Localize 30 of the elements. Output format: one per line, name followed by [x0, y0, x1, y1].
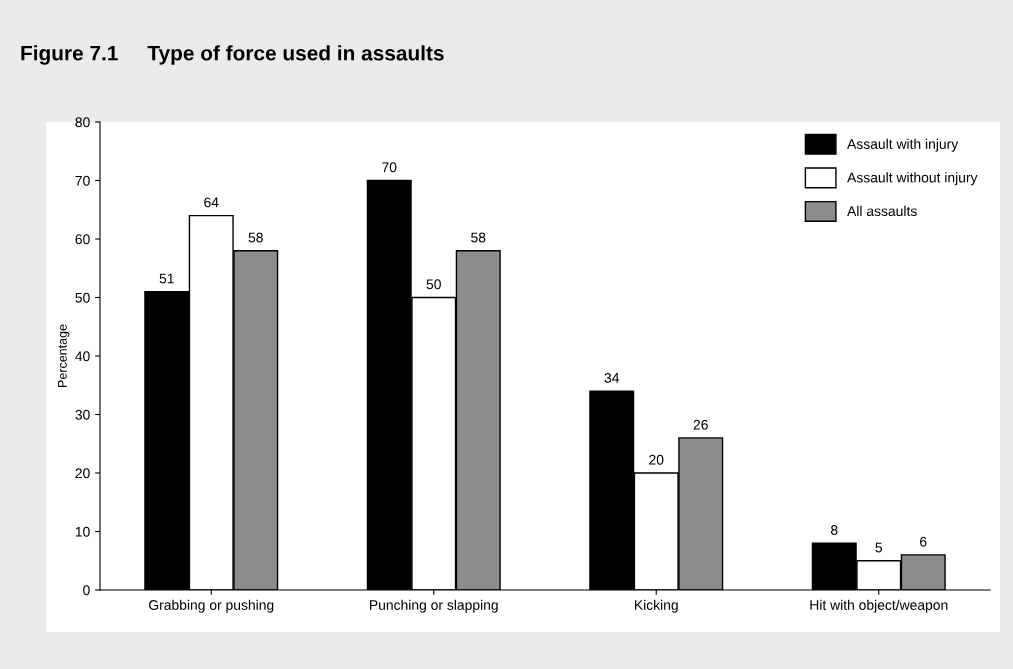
data-label: 50: [426, 279, 441, 290]
data-label: 20: [649, 454, 664, 465]
data-label: 58: [471, 232, 486, 243]
legend-label: Assault without injury: [847, 172, 978, 186]
y-tick-label: 50: [75, 292, 90, 303]
y-tick-label: 80: [75, 117, 90, 128]
x-tick-label: Grabbing or pushing: [149, 599, 274, 613]
data-label: 70: [382, 162, 397, 173]
x-tick-label: Punching or slapping: [370, 599, 498, 613]
data-label: 5: [875, 542, 883, 553]
x-tick-label: Hit with object/weapon: [810, 599, 948, 613]
y-tick-label: 30: [75, 409, 90, 420]
y-tick-label: 10: [75, 526, 90, 537]
legend-label: Assault with injury: [847, 138, 959, 152]
y-tick-label: 0: [83, 585, 90, 596]
y-tick-label: 60: [75, 234, 90, 245]
data-label: 8: [830, 525, 838, 535]
y-tick-label: 40: [75, 351, 90, 362]
chart-title: Figure 7.1 Type of force used in assaults: [21, 45, 444, 65]
y-tick-label: 20: [75, 468, 90, 479]
x-tick-label: Kicking: [635, 599, 678, 613]
legend-label: All assaults: [847, 205, 917, 217]
data-label: 6: [920, 536, 927, 547]
data-label: 51: [159, 273, 174, 284]
y-axis-title: Percentage: [58, 324, 70, 387]
data-label: 26: [693, 419, 708, 430]
data-label: 58: [248, 232, 263, 243]
data-label: 64: [204, 197, 219, 208]
y-tick-label: 70: [75, 175, 90, 186]
data-label: 34: [604, 372, 620, 383]
